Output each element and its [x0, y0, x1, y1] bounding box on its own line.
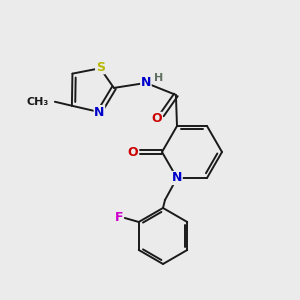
Text: N: N: [172, 172, 182, 184]
Text: F: F: [115, 212, 123, 224]
Text: H: H: [154, 73, 163, 83]
Text: O: O: [152, 112, 162, 125]
Text: N: N: [94, 106, 105, 118]
Text: S: S: [96, 61, 105, 74]
Text: N: N: [141, 76, 151, 89]
Text: O: O: [128, 146, 138, 158]
Text: CH₃: CH₃: [27, 97, 49, 107]
